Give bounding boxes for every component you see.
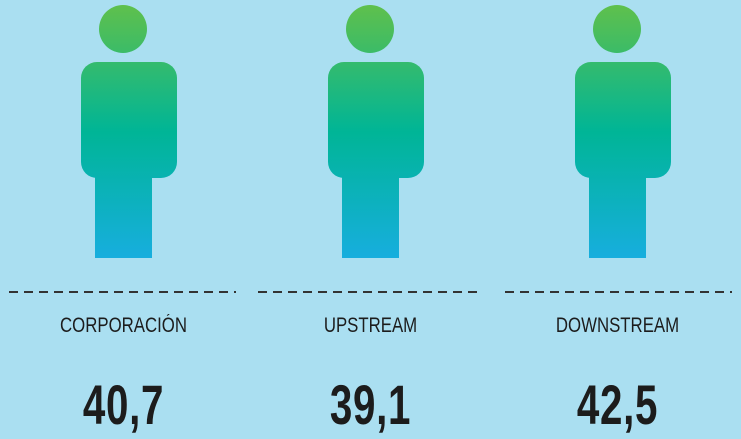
item-value: 40,7 bbox=[82, 373, 165, 436]
item: UPSTREAM 39,1 bbox=[247, 0, 494, 439]
item-label: UPSTREAM bbox=[323, 314, 418, 337]
item: CORPORACIÓN 40,7 bbox=[0, 0, 247, 439]
item-label: CORPORACIÓN bbox=[60, 314, 187, 337]
item-label: DOWNSTREAM bbox=[555, 314, 680, 337]
item: DOWNSTREAM 42,5 bbox=[494, 0, 741, 439]
person-icon bbox=[505, 5, 732, 293]
item-value: 42,5 bbox=[576, 373, 659, 436]
person-icon bbox=[9, 5, 236, 293]
person-icon bbox=[258, 5, 483, 293]
item-value: 39,1 bbox=[329, 373, 412, 436]
